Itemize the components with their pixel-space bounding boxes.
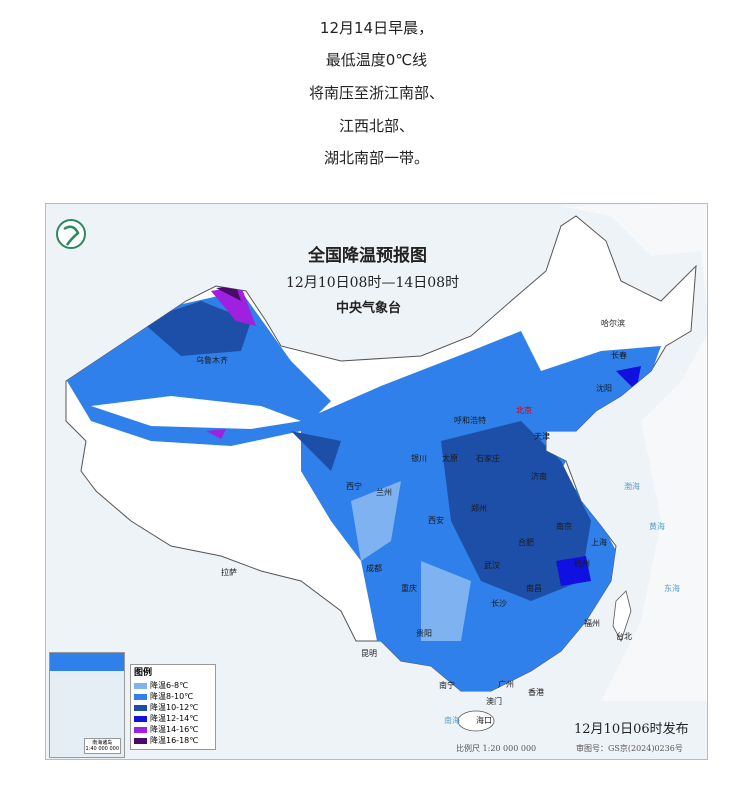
map-agency: 中央气象台 xyxy=(336,301,402,316)
legend-label: 降温8-10℃ xyxy=(150,692,194,701)
neighbor-land xyxy=(561,204,707,701)
city-label: 台北 xyxy=(616,632,632,641)
city-label: 郑州 xyxy=(471,504,487,513)
legend-item: 降温16-18℃ xyxy=(134,735,212,746)
map-period: 12月10日08时—14日08时 xyxy=(286,275,460,291)
issue-time: 12月10日06时发布 xyxy=(574,722,689,737)
legend-item: 降温10-12℃ xyxy=(134,702,212,713)
city-label: 长沙 xyxy=(491,599,507,608)
sea-label: 黄海 xyxy=(649,522,665,531)
cooling-forecast-map: 全国降温预报图 12月10日08时—14日08时 中央气象台 乌鲁木齐 哈尔滨长春… xyxy=(45,203,708,760)
city-label: 成都 xyxy=(366,564,382,573)
city-label: 石家庄 xyxy=(476,454,500,463)
city-label: 昆明 xyxy=(361,649,377,658)
city-label: 杭州 xyxy=(574,559,590,568)
taiwan xyxy=(612,590,632,643)
city-label: 贵阳 xyxy=(416,629,432,638)
city-label: 重庆 xyxy=(401,584,417,593)
legend-item: 降温12-14℃ xyxy=(134,713,212,724)
legend-item: 降温14-16℃ xyxy=(134,724,212,735)
legend-swatch xyxy=(134,737,147,744)
city-label: 南京 xyxy=(556,522,572,531)
caption-line-1: 12月14日早晨， xyxy=(319,19,434,37)
legend-swatch xyxy=(134,704,147,711)
sea-label: 东海 xyxy=(664,584,680,593)
map-title: 全国降温预报图 xyxy=(308,246,427,266)
legend-swatch xyxy=(134,693,147,700)
city-label: 天津 xyxy=(534,432,550,441)
caption-line-5: 湖北南部一带。 xyxy=(323,149,429,167)
cooling-12-14 xyxy=(556,366,641,586)
legend-label: 降温14-16℃ xyxy=(150,725,199,734)
city-label: 福州 xyxy=(584,619,600,628)
legend-label: 降温12-14℃ xyxy=(150,714,199,723)
city-label: 南昌 xyxy=(526,584,542,593)
cooling-10-12-west xyxy=(141,301,341,471)
sea-label: 南海 xyxy=(444,716,460,725)
city-label: 合肥 xyxy=(518,538,534,547)
city-label: 上海 xyxy=(591,538,607,547)
city-label: 呼和浩特 xyxy=(454,416,486,425)
legend-label: 降温10-12℃ xyxy=(150,703,199,712)
cooling-6-8 xyxy=(351,481,471,641)
city-label: 银川 xyxy=(411,454,427,463)
city-label: 南宁 xyxy=(439,681,455,690)
city-label: 拉萨 xyxy=(221,568,237,577)
legend-item: 降温6-8℃ xyxy=(134,680,212,691)
legend-item: 降温8-10℃ xyxy=(134,691,212,702)
legend-title: 图例 xyxy=(134,668,153,678)
cooling-10-12 xyxy=(441,421,591,601)
caption-line-4: 江西北部、 xyxy=(338,117,414,135)
city-label: 长春 xyxy=(611,351,627,360)
city-label: 哈尔滨 xyxy=(601,319,625,328)
city-label: 海口 xyxy=(476,716,492,725)
caption-line-3: 将南压至浙江南部、 xyxy=(308,84,444,102)
map-scale: 比例尺 1:20 000 000 xyxy=(456,744,537,753)
city-label: 太原 xyxy=(442,454,458,463)
inset-scale: 1:40 000 000 xyxy=(85,746,120,752)
city-label: 兰州 xyxy=(376,488,392,497)
legend-label: 降温6-8℃ xyxy=(150,681,189,690)
city-label: 济南 xyxy=(531,472,547,481)
legend-swatch xyxy=(134,715,147,722)
city-label: 北京 xyxy=(516,406,532,415)
legend-swatch xyxy=(134,682,147,689)
sea-label: 渤海 xyxy=(624,482,640,491)
city-label: 西宁 xyxy=(346,482,362,491)
city-label: 澳门 xyxy=(486,697,502,706)
legend-label: 降温16-18℃ xyxy=(150,736,199,745)
city-label: 香港 xyxy=(528,688,544,697)
cma-logo xyxy=(56,219,86,249)
city-label: 广州 xyxy=(498,680,514,689)
city-label: 乌鲁木齐 xyxy=(196,356,228,365)
inset-label: 南海诸岛 xyxy=(92,740,113,746)
south-sea-inset: 南海诸岛 1:40 000 000 xyxy=(49,652,125,758)
cooling-16-18 xyxy=(216,286,241,301)
city-label: 沈阳 xyxy=(596,384,612,393)
approval-number: 审图号：GS京(2024)0236号 xyxy=(576,744,683,753)
hainan xyxy=(457,710,495,732)
legend-swatch xyxy=(134,726,147,733)
city-label: 武汉 xyxy=(484,561,500,570)
legend: 图例 降温6-8℃ 降温8-10℃ 降温10-12℃ 降温12-14℃ 降温14-16℃… xyxy=(130,664,216,750)
caption-line-2: 最低温度0℃线 xyxy=(325,51,428,69)
city-label: 西安 xyxy=(428,516,444,525)
